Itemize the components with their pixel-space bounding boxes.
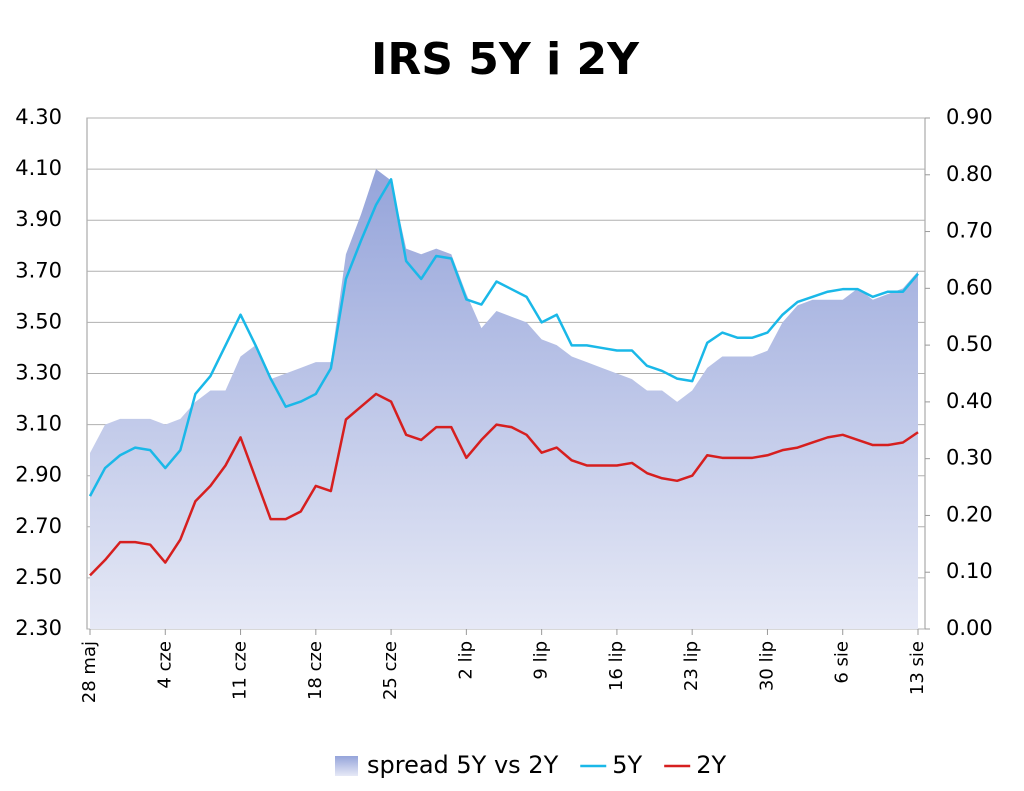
y2-tick-label: 0.10: [946, 559, 993, 583]
x-tick-label: 25 cze: [380, 641, 401, 700]
line: [89, 392, 919, 577]
x-tick-label: 9 lip: [531, 641, 552, 680]
x-tick-label: 13 sie: [907, 641, 928, 695]
y2-tick-label: 0.80: [946, 162, 993, 186]
y2-tick-label: 0.00: [946, 616, 993, 640]
y2-tick-label: 0.70: [946, 219, 993, 243]
legend-label: 5Y: [612, 751, 642, 779]
y-tick-label: 2.50: [15, 565, 62, 589]
y2-tick-label: 0.20: [946, 502, 993, 526]
legend-swatch: [335, 756, 358, 776]
chart-title: IRS 5Y i 2Y: [371, 34, 640, 85]
legend-label: spread 5Y vs 2Y: [367, 751, 559, 779]
line: [88, 178, 919, 497]
y-tick-label: 2.90: [15, 463, 62, 487]
y2-tick-label: 0.90: [946, 105, 993, 129]
y-tick-label: 3.50: [15, 309, 62, 333]
y2-tick-label: 0.40: [946, 389, 993, 413]
y2-tick-label: 0.50: [946, 332, 993, 356]
legend-label: 2Y: [696, 751, 726, 779]
y-tick-label: 4.10: [15, 156, 62, 180]
x-tick-label: 11 cze: [230, 641, 251, 700]
x-tick-label: 4 cze: [154, 641, 175, 689]
y-tick-label: 2.30: [15, 616, 62, 640]
x-tick-label: 30 lip: [756, 641, 777, 691]
y2-tick-label: 0.60: [946, 275, 993, 299]
x-tick-label: 16 lip: [606, 641, 627, 691]
area: [90, 169, 918, 629]
x-tick-label: 28 maj: [79, 641, 100, 703]
y-tick-label: 3.70: [15, 258, 62, 282]
x-tick-label: 23 lip: [681, 641, 702, 691]
x-tick-label: 18 cze: [305, 641, 326, 700]
y-tick-label: 3.10: [15, 412, 62, 436]
y-tick-label: 3.90: [15, 207, 62, 231]
y2-tick-label: 0.30: [946, 446, 993, 470]
y-tick-label: 2.70: [15, 514, 62, 538]
x-tick-label: 2 lip: [455, 641, 476, 680]
y-tick-label: 3.30: [15, 361, 62, 385]
y-tick-label: 4.30: [15, 105, 62, 129]
x-tick-label: 6 sie: [832, 641, 853, 684]
